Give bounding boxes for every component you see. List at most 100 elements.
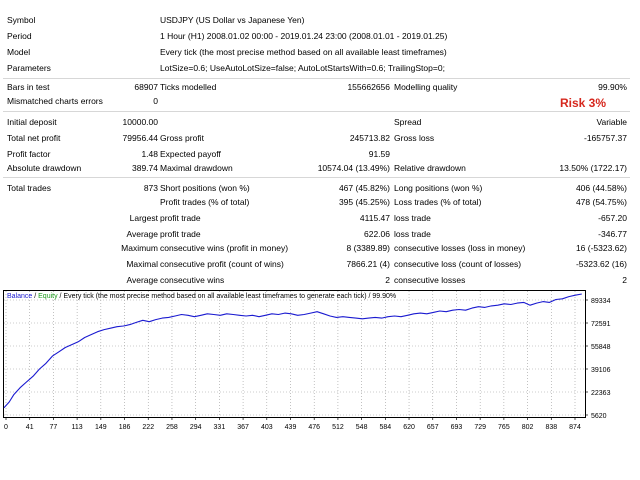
- y-tick-label: 39106: [591, 367, 611, 374]
- payoff-label: Expected payoff: [160, 149, 221, 159]
- period-row: Period 1 Hour (H1) 2008.01.02 00:00 - 20…: [3, 31, 630, 42]
- chart-y-axis: 89334 72591 55848 39106 22363 5620: [585, 298, 611, 420]
- max-drawdown-label: Maximal drawdown: [160, 163, 233, 173]
- risk-annotation: Risk 3%: [560, 96, 607, 110]
- x-tick-label: 620: [403, 424, 415, 431]
- max-consecutive-wins-value: 8 (3389.89): [346, 243, 390, 253]
- deposit-row: Initial deposit 10000.00 Spread Variable: [3, 117, 630, 128]
- y-tick-label: 55848: [591, 344, 611, 351]
- profit-factor-value: 1.48: [141, 149, 158, 159]
- trades-label: Total trades: [7, 183, 51, 193]
- model-label: Model: [7, 47, 31, 57]
- rel-drawdown-label: Relative drawdown: [394, 163, 466, 173]
- parameters-row: Parameters LotSize=0.6; UseAutoLotSize=f…: [3, 63, 630, 74]
- chart-grid: [4, 291, 585, 417]
- average-profit-label: profit trade: [160, 229, 201, 239]
- quality-value: 99.90%: [598, 82, 627, 92]
- legend-item-1: /: [32, 293, 38, 300]
- trades-value: 873: [143, 183, 158, 193]
- ticks-label: Ticks modelled: [160, 82, 217, 92]
- balance-chart: Balance / Equity / Every tick (the most …: [3, 290, 611, 431]
- profit-trades-row: Profit trades (% of total) 395 (45.25%) …: [3, 197, 630, 208]
- x-tick-label: 258: [166, 424, 178, 431]
- average-profit-value: 622.06: [364, 229, 390, 239]
- maximum-label: Maximum: [121, 243, 158, 253]
- model-value: Every tick (the most precise method base…: [160, 47, 447, 57]
- avg-consecutive-losses-value: 2: [622, 275, 627, 285]
- abs-drawdown-value: 389.74: [132, 163, 158, 173]
- trades-row: Total trades 873 Short positions (won %)…: [3, 183, 630, 194]
- largest-label: Largest: [129, 213, 158, 223]
- chart-plot-area: [3, 290, 586, 418]
- series-line-balance: [3, 293, 582, 409]
- net-profit-row: Total net profit 79956.44 Gross profit 2…: [3, 133, 630, 144]
- y-tick-label: 89334: [591, 298, 611, 305]
- chart-legend: Balance / Equity / Every tick (the most …: [7, 293, 396, 300]
- period-label: Period: [7, 31, 32, 41]
- profit-trades-label: Profit trades (% of total): [160, 197, 250, 207]
- short-value: 467 (45.82%): [338, 183, 390, 193]
- maximal-consecutive-profit-label: consecutive profit (count of wins): [160, 259, 284, 269]
- abs-drawdown-label: Absolute drawdown: [7, 163, 82, 173]
- avg-consecutive-wins-value: 2: [385, 275, 390, 285]
- spread-value: Variable: [596, 117, 627, 127]
- x-tick-label: 403: [261, 424, 273, 431]
- x-tick-label: 0: [4, 424, 8, 431]
- short-label: Short positions (won %): [160, 183, 250, 193]
- y-tick-label: 22363: [591, 390, 611, 397]
- legend-item-2: Equity: [38, 293, 58, 300]
- profit-factor-row: Profit factor 1.48 Expected payoff 91.59: [3, 149, 630, 160]
- deposit-value: 10000.00: [122, 117, 158, 127]
- average-consecutive-row: Average consecutive wins 2 consecutive l…: [3, 275, 630, 286]
- x-tick-label: 113: [72, 424, 83, 431]
- long-value: 406 (44.58%): [575, 183, 627, 193]
- avg-consecutive-losses-label: consecutive losses: [394, 275, 466, 285]
- mismatch-row: Mismatched charts errors 0: [3, 96, 630, 107]
- gross-loss-value: -165757.37: [583, 133, 627, 143]
- x-tick-label: 838: [545, 424, 557, 431]
- net-profit-value: 79956.44: [122, 133, 158, 143]
- average-label: Average: [126, 229, 158, 239]
- x-tick-label: 149: [95, 424, 107, 431]
- bars-value: 68907: [134, 82, 158, 92]
- model-row: Model Every tick (the most precise metho…: [3, 47, 630, 58]
- x-tick-label: 874: [569, 424, 581, 431]
- x-tick-label: 294: [190, 424, 202, 431]
- x-tick-label: 693: [451, 424, 463, 431]
- average-loss-label: loss trade: [394, 229, 431, 239]
- x-tick-label: 584: [379, 424, 391, 431]
- symbol-row: Symbol USDJPY (US Dollar vs Japanese Yen…: [3, 15, 630, 26]
- quality-label: Modelling quality: [394, 82, 458, 92]
- y-tick-label: 72591: [591, 321, 611, 328]
- x-tick-label: 41: [26, 424, 34, 431]
- parameters-label: Parameters: [7, 63, 51, 73]
- x-tick-label: 186: [119, 424, 131, 431]
- avg-consecutive-wins-label: consecutive wins: [160, 275, 225, 285]
- largest-row: Largest profit trade 4115.47 loss trade …: [3, 213, 630, 224]
- max-consecutive-losses-label: consecutive losses (loss in money): [394, 243, 526, 253]
- ticks-value: 155662656: [347, 82, 390, 92]
- x-tick-label: 439: [285, 424, 297, 431]
- maximal-consecutive-loss-value: -5323.62 (16): [575, 259, 627, 269]
- x-tick-label: 802: [522, 424, 534, 431]
- legend-item-0: Balance: [7, 293, 32, 300]
- y-tick-label: 5620: [591, 413, 607, 420]
- chart-x-axis: 0 41 77 113 149 186 222 258 294 331 367 403 439 476 51…: [4, 417, 581, 431]
- profit-factor-label: Profit factor: [7, 149, 51, 159]
- payoff-value: 91.59: [368, 149, 390, 159]
- x-tick-label: 548: [356, 424, 368, 431]
- deposit-label: Initial deposit: [7, 117, 57, 127]
- x-tick-label: 367: [237, 424, 249, 431]
- separator: [3, 177, 630, 178]
- legend-item-3: / Every tick (the most precise method ba…: [58, 293, 397, 300]
- max-consecutive-losses-value: 16 (-5323.62): [575, 243, 627, 253]
- period-value: 1 Hour (H1) 2008.01.02 00:00 - 2019.01.2…: [160, 31, 448, 41]
- loss-trades-label: Loss trades (% of total): [394, 197, 482, 207]
- separator: [3, 111, 630, 112]
- loss-trades-value: 478 (54.75%): [575, 197, 627, 207]
- mismatch-value: 0: [153, 96, 158, 106]
- x-tick-label: 657: [427, 424, 439, 431]
- average-consecutive-label: Average: [126, 275, 158, 285]
- drawdown-row: Absolute drawdown 389.74 Maximal drawdow…: [3, 163, 630, 174]
- maximum-row: Maximum consecutive wins (profit in mone…: [3, 243, 630, 254]
